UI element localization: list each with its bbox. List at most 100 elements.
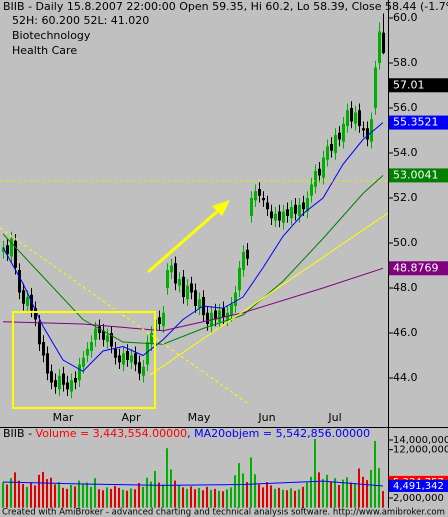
candle-body: [330, 144, 333, 151]
candle-body: [358, 110, 361, 126]
volume-bar: [246, 482, 248, 508]
candle-body: [382, 32, 385, 54]
volume-bar: [258, 484, 260, 508]
candle-body: [94, 328, 97, 340]
x-tick-label: May: [188, 411, 211, 424]
volume-bar: [286, 490, 288, 508]
volume-bar: [334, 478, 336, 508]
candle-body: [222, 308, 225, 318]
y-tick-label: 48.0: [393, 281, 418, 294]
volume-bar: [226, 489, 228, 508]
volume-bar: [306, 482, 308, 508]
candle-body: [114, 348, 117, 358]
candle-body: [6, 245, 9, 255]
volume-bar: [262, 487, 264, 508]
volume-bar: [54, 484, 56, 508]
volume-title-value: Volume = 3,443,554.00000: [36, 427, 188, 440]
volume-bar: [66, 488, 68, 508]
volume-bar: [294, 490, 296, 508]
volume-bar: [330, 481, 332, 508]
candle-body: [362, 128, 365, 131]
volume-bar: [2, 482, 4, 508]
range-info: 52H: 60.200 52L: 41.020: [12, 14, 149, 27]
volume-bar: [366, 480, 368, 508]
x-tick-label: Jul: [327, 411, 341, 424]
candle-body: [118, 355, 121, 363]
volume-bar: [318, 472, 320, 508]
candle-body: [106, 335, 109, 342]
candle-body: [230, 303, 233, 315]
volume-bar: [194, 489, 196, 508]
candle-body: [306, 198, 309, 212]
ma-tag: [389, 261, 448, 276]
volume-bar: [298, 489, 300, 508]
volume-bar: [10, 478, 12, 508]
candle-body: [22, 290, 25, 304]
candle-body: [158, 317, 161, 324]
x-tick-label: Mar: [53, 411, 74, 424]
candle-body: [234, 292, 237, 306]
candle-body: [242, 252, 245, 270]
candle-body: [278, 211, 281, 221]
volume-bar: [170, 469, 172, 508]
candle-body: [50, 371, 53, 383]
volume-bar: [26, 486, 28, 508]
volume-bar: [138, 483, 140, 508]
candle-body: [110, 333, 113, 347]
industry: Health Care: [12, 44, 77, 57]
volume-bar: [86, 482, 88, 508]
candle-body: [78, 364, 81, 381]
ma-tag: [389, 115, 448, 130]
volume-bar: [274, 488, 276, 508]
volume-bar: [114, 485, 116, 508]
price-tag-label: 57.01: [393, 78, 425, 91]
ma-tag-label: 53.0041: [393, 168, 439, 181]
y-tick-label: 56.0: [393, 101, 418, 114]
candle-body: [70, 380, 73, 392]
volume-bar: [346, 477, 348, 508]
volume-bar: [70, 484, 72, 508]
volume-bar: [270, 485, 272, 508]
ma-tag-label: 48.8769: [393, 261, 439, 274]
candle-body: [258, 189, 261, 196]
volume-bar: [254, 474, 256, 508]
moving-average: [2, 175, 384, 345]
volume-bar: [250, 457, 252, 508]
candle-body: [378, 31, 381, 63]
trend-line: [149, 212, 389, 376]
volume-bar: [78, 480, 80, 508]
volume-title-ma: , MA20objem = 5,542,856.00000: [187, 427, 370, 440]
annotations: [0, 180, 389, 409]
price-tag: [389, 78, 448, 93]
candle-body: [346, 110, 349, 126]
candle-body: [174, 263, 177, 284]
y-tick-label: 58.0: [393, 56, 418, 69]
volume-bar: [142, 486, 144, 508]
volume-bar: [122, 489, 124, 508]
axis-layer: 44.0 46.0 48.0 50.0 52.0 54.0 56.0 58.0 60.0 Mar A…: [53, 11, 448, 504]
y-tick-label: 54.0: [393, 146, 418, 159]
volume-bar: [322, 479, 324, 508]
volume-bar: [46, 479, 48, 508]
plot-layer: [2, 13, 385, 508]
candle-body: [246, 249, 249, 259]
volume-bar: [42, 471, 44, 508]
volume-bar: [374, 440, 376, 508]
sector: Biotechnology: [12, 29, 91, 42]
candle-body: [102, 330, 105, 340]
x-tick-label: Apr: [121, 411, 141, 424]
candle-body: [26, 297, 29, 306]
volume-bar: [214, 488, 216, 508]
candle-body: [38, 321, 41, 345]
volume-bar: [238, 463, 240, 508]
volume-bar: [162, 484, 164, 508]
highlight-box: [12, 311, 156, 409]
arrow-shaft: [147, 207, 221, 274]
volume-bar: [130, 488, 132, 508]
volume-bar: [94, 478, 96, 508]
moving-average: [2, 122, 384, 372]
volume-bar: [158, 482, 160, 508]
candle-body: [14, 240, 17, 268]
volume-bar: [82, 483, 84, 508]
